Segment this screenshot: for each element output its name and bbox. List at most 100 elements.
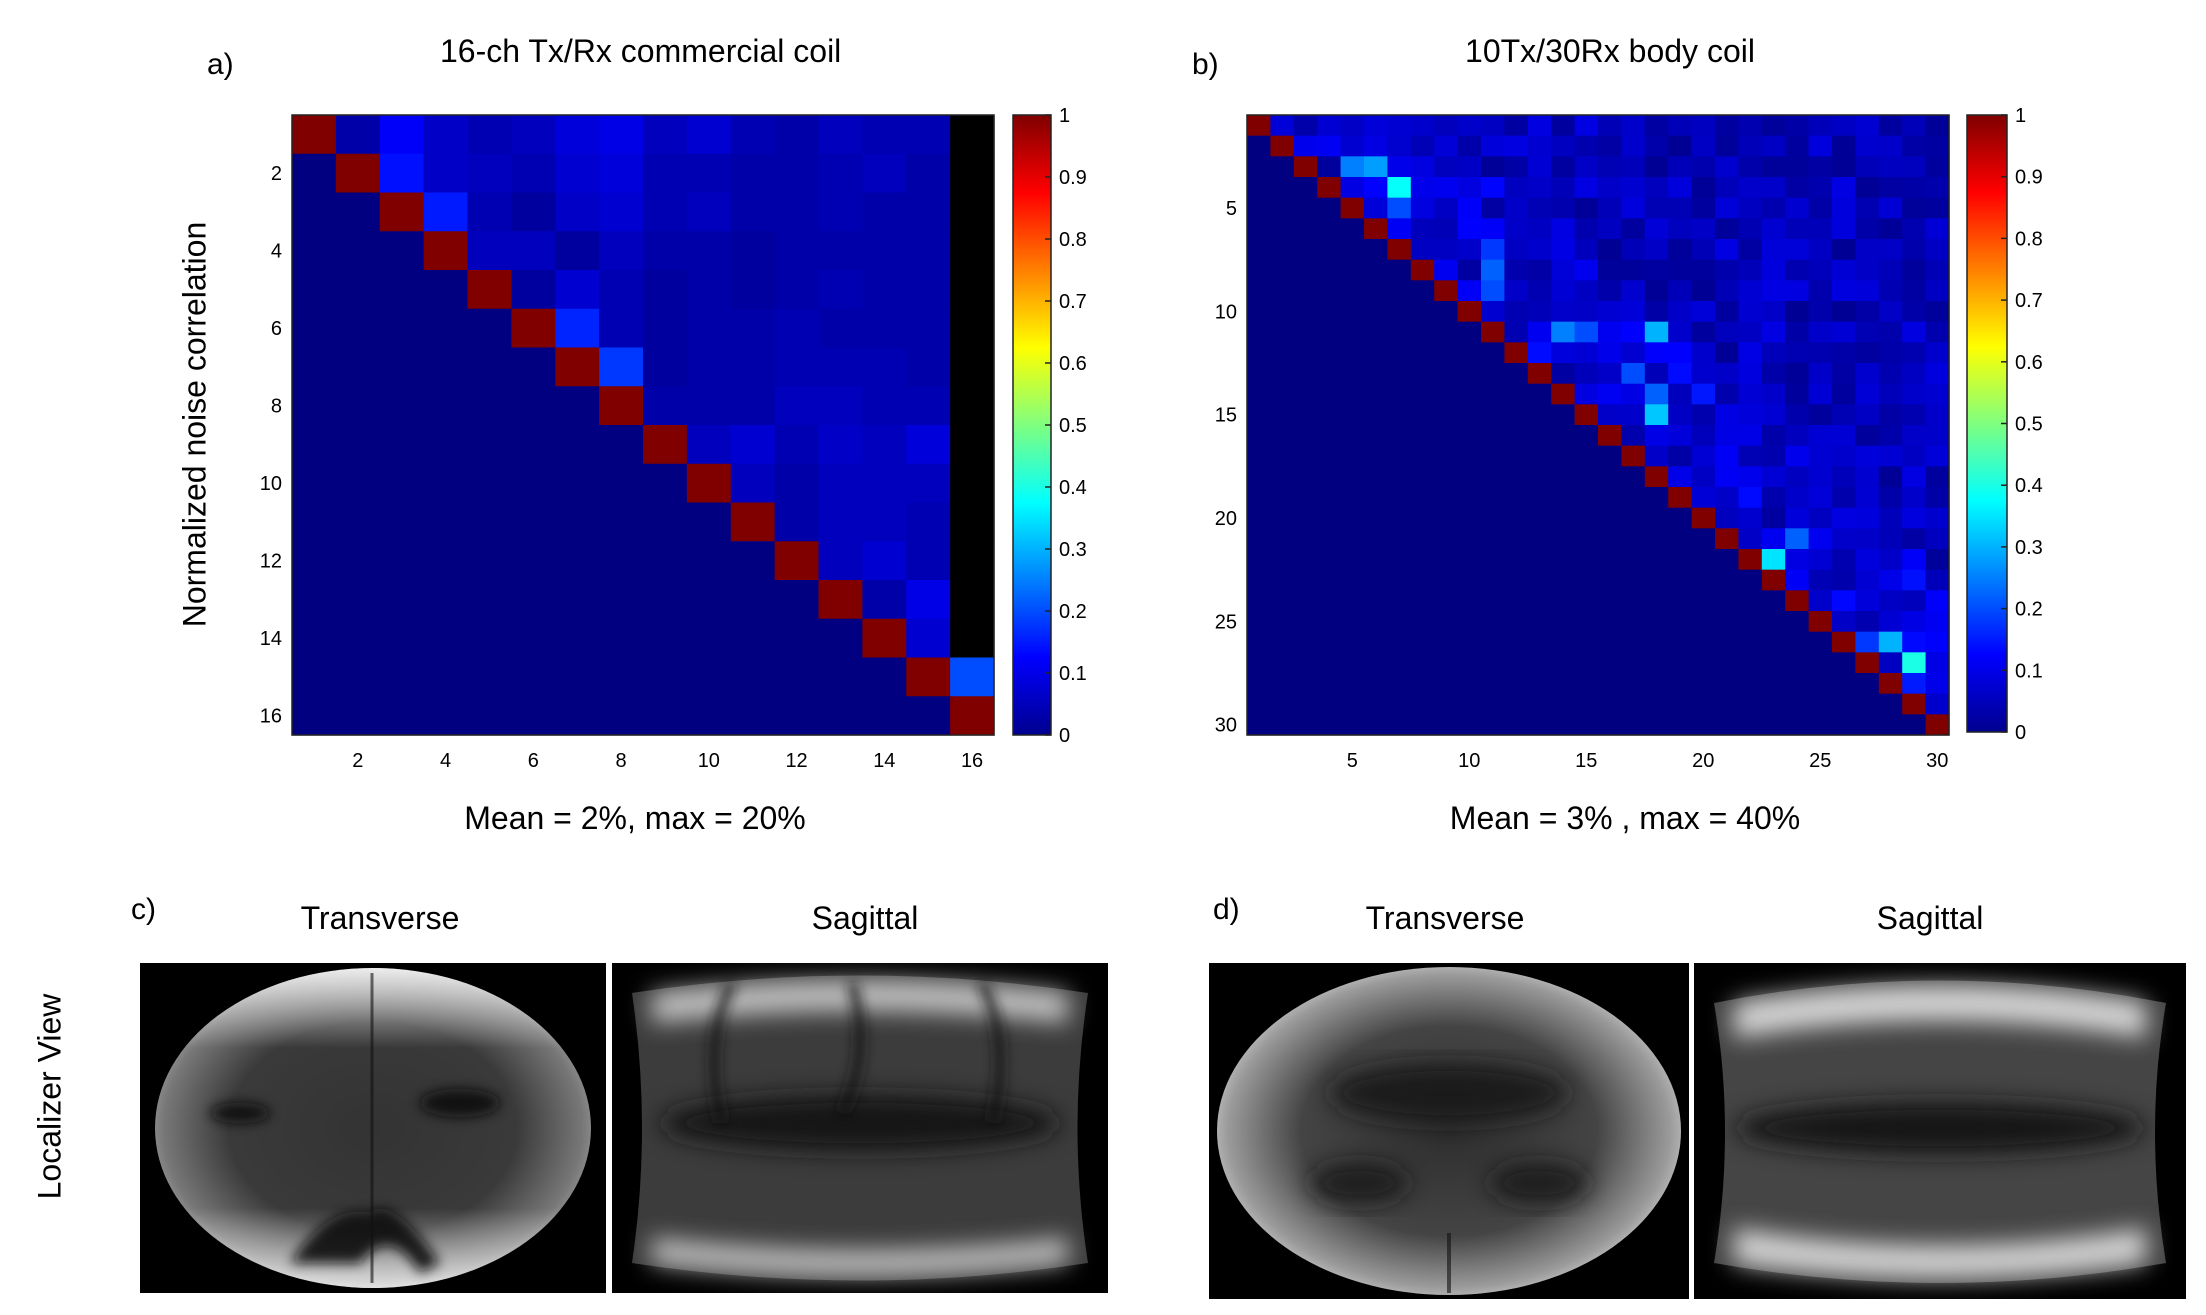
heatmap-b-cell bbox=[1691, 611, 1716, 633]
heatmap-b-cell bbox=[1387, 197, 1412, 219]
panel-d-sagittal-title: Sagittal bbox=[1876, 900, 1984, 936]
heatmap-b-cell bbox=[1457, 301, 1482, 323]
heatmap-a-cell bbox=[862, 541, 907, 581]
heatmap-b-cell bbox=[1715, 693, 1739, 715]
heatmap-a-cell bbox=[862, 308, 907, 349]
heatmap-b-cell bbox=[1644, 239, 1669, 261]
heatmap-b-cell bbox=[1925, 652, 1950, 674]
heatmap-b-cell bbox=[1247, 383, 1271, 405]
heatmap-a-cell bbox=[467, 657, 512, 697]
heatmap-b-cell bbox=[1715, 239, 1739, 261]
y-tick-label: 6 bbox=[271, 318, 282, 340]
heatmap-b-cell bbox=[1317, 714, 1342, 736]
colorbar-b bbox=[1966, 114, 2008, 733]
heatmap-b-cell bbox=[1574, 549, 1599, 571]
heatmap-b-cell bbox=[1878, 425, 1903, 447]
heatmap-a-cell bbox=[599, 386, 644, 426]
heatmap-b-cell bbox=[1878, 652, 1903, 674]
heatmap-b-cell bbox=[1715, 611, 1739, 633]
heatmap-b-cell bbox=[1270, 197, 1295, 219]
heatmap-b-cell bbox=[1668, 549, 1693, 571]
heatmap-b-cell bbox=[1668, 115, 1693, 137]
heatmap-b-cell bbox=[1785, 693, 1810, 715]
heatmap-b-cell bbox=[1364, 487, 1388, 509]
heatmap-b-cell bbox=[1691, 259, 1716, 281]
heatmap-a-cell bbox=[379, 657, 425, 697]
heatmap-a-cell bbox=[818, 115, 863, 155]
heatmap-b-cell bbox=[1504, 363, 1529, 385]
heatmap-a-cell bbox=[950, 115, 995, 155]
heatmap-b-cell bbox=[1598, 404, 1622, 426]
heatmap-b-cell bbox=[1481, 714, 1505, 736]
heatmap-a-cell bbox=[643, 115, 688, 155]
heatmap-a-cell bbox=[423, 386, 469, 426]
heatmap-b-cell bbox=[1504, 714, 1529, 736]
heatmap-b-cell bbox=[1481, 404, 1505, 426]
heatmap-b-cell bbox=[1644, 611, 1669, 633]
heatmap-b-cell bbox=[1761, 507, 1786, 529]
colorbar-tick-label: 0.1 bbox=[2015, 660, 2043, 682]
heatmap-b-cell bbox=[1785, 569, 1810, 591]
heatmap-b-cell bbox=[1902, 321, 1927, 343]
heatmap-b-cell bbox=[1434, 363, 1459, 385]
heatmap-a-cells bbox=[292, 115, 995, 736]
heatmap-b-cell bbox=[1457, 714, 1482, 736]
heatmap-a-cell bbox=[379, 386, 425, 426]
colorbar-b-ticks: 1 0.9 0.8 0.7 0.6 0.5 0.4 0.3 0.2 0.1 0 bbox=[2001, 105, 2043, 744]
heatmap-b-cell bbox=[1434, 383, 1459, 405]
heatmap-b-cell bbox=[1434, 425, 1459, 447]
heatmap-b-cell bbox=[1691, 487, 1716, 509]
heatmap-b-cell bbox=[1574, 156, 1599, 178]
heatmap-b-cell bbox=[1621, 466, 1646, 488]
heatmap-b-cell bbox=[1527, 549, 1552, 571]
heatmap-b-cell bbox=[1270, 259, 1295, 281]
heatmap-a-cell bbox=[686, 696, 732, 736]
heatmap-b-cell bbox=[1832, 135, 1856, 157]
heatmap-b-cell bbox=[1434, 652, 1459, 674]
heatmap-b-cell bbox=[1387, 590, 1412, 612]
heatmap-b-cell bbox=[1527, 197, 1552, 219]
heatmap-b-cell bbox=[1715, 549, 1739, 571]
heatmap-b-cell bbox=[1270, 652, 1295, 674]
heatmap-b-cell bbox=[1481, 321, 1505, 343]
heatmap-a-cell bbox=[818, 657, 863, 697]
heatmap-a-cell bbox=[774, 270, 820, 310]
heatmap-b-cells bbox=[1247, 115, 1950, 736]
heatmap-b-cell bbox=[1293, 363, 1318, 385]
heatmap-b-cell bbox=[1340, 363, 1365, 385]
heatmap-b-cell bbox=[1317, 466, 1342, 488]
heatmap-b-cell bbox=[1340, 197, 1365, 219]
heatmap-b-cell bbox=[1527, 363, 1552, 385]
heatmap-b-cell bbox=[1598, 631, 1622, 653]
heatmap-a-cell bbox=[467, 231, 512, 271]
heatmap-b-cell bbox=[1902, 115, 1927, 137]
y-tick-label: 4 bbox=[271, 241, 282, 263]
heatmap-b-cell bbox=[1691, 197, 1716, 219]
heatmap-b-cell bbox=[1270, 673, 1295, 695]
heatmap-b-cell bbox=[1808, 218, 1833, 240]
heatmap-b-cell bbox=[1808, 383, 1833, 405]
heatmap-b-cell bbox=[1504, 135, 1529, 157]
heatmap-b-cell bbox=[1551, 445, 1576, 467]
heatmap-b-cell bbox=[1410, 425, 1435, 447]
heatmap-b-cell bbox=[1808, 321, 1833, 343]
heatmap-b-cell bbox=[1878, 218, 1903, 240]
heatmap-b-cell bbox=[1551, 197, 1576, 219]
heatmap-b-cell bbox=[1621, 487, 1646, 509]
heatmap-b-cell bbox=[1317, 197, 1342, 219]
heatmap-b-cell bbox=[1691, 218, 1716, 240]
heatmap-b-cell bbox=[1457, 487, 1482, 509]
heatmap-b-cell bbox=[1434, 197, 1459, 219]
heatmap-a-cell bbox=[292, 231, 337, 271]
heatmap-b-cell bbox=[1574, 528, 1599, 550]
heatmap-a-cell bbox=[555, 696, 600, 736]
heatmap-b-cell bbox=[1808, 363, 1833, 385]
heatmap-a-cell bbox=[292, 541, 337, 581]
heatmap-a-cell bbox=[292, 347, 337, 387]
x-tick-label: 6 bbox=[528, 750, 539, 772]
heatmap-b-cell bbox=[1340, 383, 1365, 405]
heatmap-b-cell bbox=[1247, 507, 1271, 529]
heatmap-b-cell bbox=[1761, 239, 1786, 261]
heatmap-b-cell bbox=[1691, 383, 1716, 405]
heatmap-b-cell bbox=[1785, 528, 1810, 550]
